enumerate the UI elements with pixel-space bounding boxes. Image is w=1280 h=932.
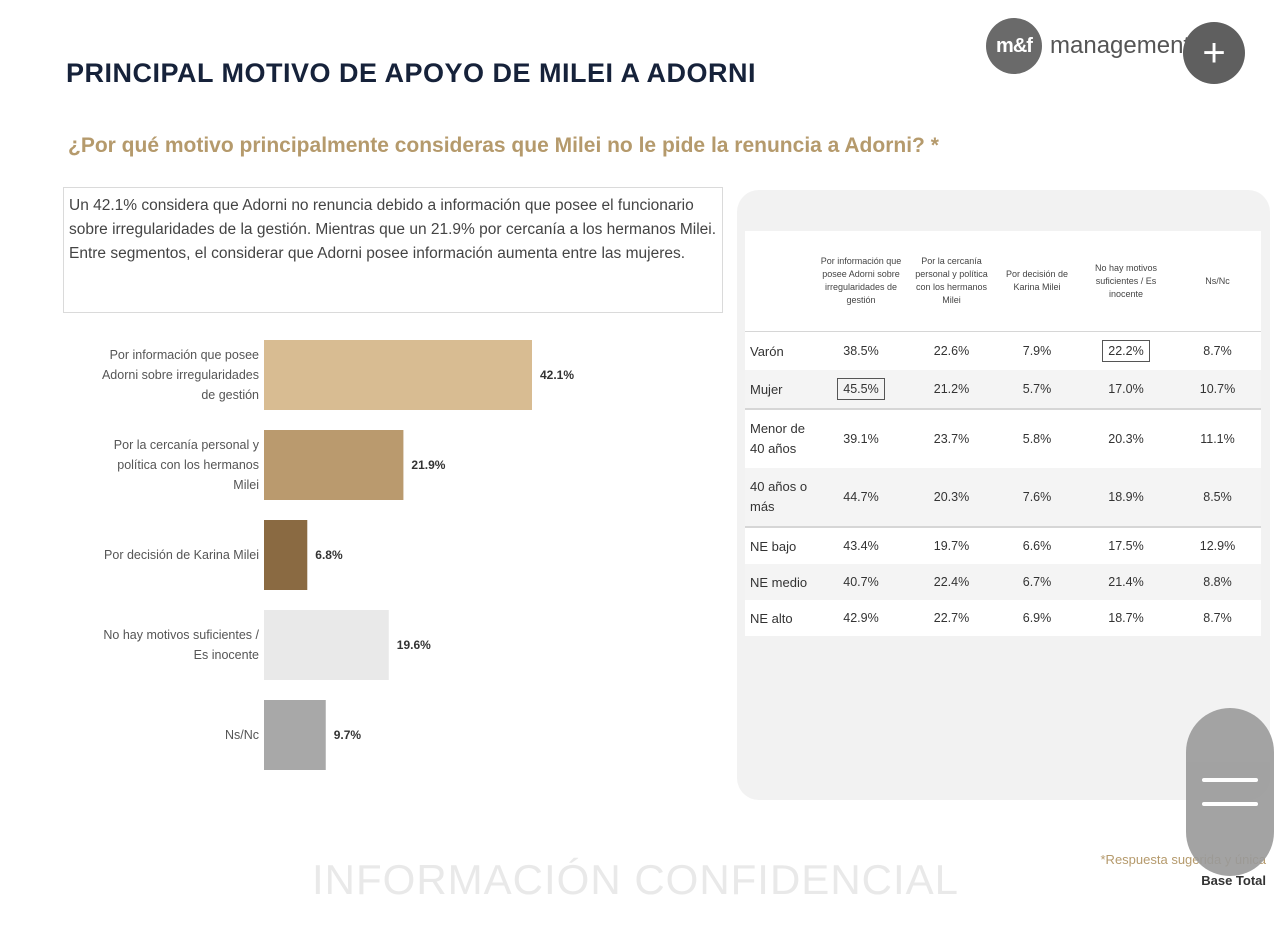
table-cell: 6.7%	[996, 564, 1078, 600]
row-label: NE medio	[745, 564, 815, 600]
bar-value-label: 42.1%	[540, 368, 574, 382]
table-cell: 22.6%	[907, 331, 996, 370]
table-cell: 12.9%	[1174, 526, 1261, 564]
row-label: Varón	[745, 331, 815, 370]
table-cell: 8.7%	[1174, 331, 1261, 370]
table-cell: 18.7%	[1108, 611, 1144, 625]
bar-value-label: 19.6%	[397, 638, 431, 652]
bar-4	[264, 700, 326, 770]
table-cell: 38.5%	[815, 331, 907, 370]
table-cell: 39.1%	[815, 408, 907, 468]
bar-2	[264, 520, 308, 590]
table-cell: 42.9%	[843, 611, 879, 625]
footnote-base: Base Total	[1201, 873, 1266, 888]
table-cell: 20.3%	[907, 468, 996, 527]
table-row: 40 años o más 44.7% 20.3% 7.6% 18.9% 8.5…	[745, 468, 1261, 527]
table-cell: 22.2%	[1078, 331, 1174, 370]
table-row: NE bajo 43.4% 19.7% 6.6% 17.5% 12.9%	[745, 526, 1261, 564]
row-label: NE bajo	[745, 526, 815, 564]
menu-icon-line	[1202, 778, 1258, 782]
table-header-karina: Por decisión de Karina Milei	[1005, 269, 1069, 292]
survey-question: ¿Por qué motivo principalmente considera…	[68, 134, 939, 157]
table-header-cercania: Por la cercanía personal y política con …	[915, 256, 988, 305]
bar-value-label: 6.8%	[315, 548, 343, 562]
row-label: Menor de 40 años	[745, 408, 815, 468]
table-cell: 5.7%	[996, 370, 1078, 409]
bar-chart: 42.1% Por información que posee Adorni sob…	[102, 340, 574, 770]
add-button[interactable]: +	[1183, 22, 1245, 84]
table-cell: 44.7%	[815, 468, 907, 527]
category-label: Por la cercanía personal y política con l…	[114, 438, 260, 492]
logo-badge: m&f	[986, 18, 1042, 74]
table-cell: 11.1%	[1174, 408, 1261, 468]
table-cell: 18.9%	[1078, 468, 1174, 527]
table-cell: 17.0%	[1078, 370, 1174, 409]
table-cell: 8.5%	[1174, 468, 1261, 527]
table-cell: 40.7%	[815, 564, 907, 600]
table-cell: 17.5%	[1078, 526, 1174, 564]
bar-0	[264, 340, 532, 410]
category-label: Por información que posee Adorni sobre ir…	[102, 348, 259, 402]
table-cell: 6.6%	[996, 526, 1078, 564]
bar-3	[264, 610, 389, 680]
highlighted-cell: 45.5%	[837, 378, 885, 400]
table-cell: 45.5%	[815, 370, 907, 409]
category-label: No hay motivos suficientes / Es inocente	[103, 628, 259, 662]
table-cell: 21.4%	[1078, 564, 1174, 600]
table-row: NE alto 42.9% 22.7% 6.9% 18.7% 8.7%	[745, 600, 1261, 636]
segment-table: Por información que posee Adorni sobre i…	[745, 231, 1261, 636]
summary-text-1: Un 42.1% considera que Adorni no renunci…	[69, 197, 717, 238]
table-header-nsnc: Ns/Nc	[1205, 275, 1230, 286]
table-cell: 22.4%	[907, 564, 996, 600]
table-cell: 7.9%	[996, 331, 1078, 370]
table-cell: 19.7%	[907, 526, 996, 564]
highlighted-cell: 22.2%	[1102, 340, 1150, 362]
menu-button[interactable]	[1186, 708, 1274, 876]
summary-text-2: Entre segmentos, el considerar que Adorn…	[69, 245, 686, 262]
summary-box: Un 42.1% considera que Adorni no renunci…	[63, 187, 723, 313]
table-cell: 43.4%	[815, 526, 907, 564]
confidential-watermark: INFORMACIÓN CONFIDENCIAL	[312, 856, 960, 903]
table-row: Menor de 40 años 39.1% 23.7% 5.8% 20.3% …	[745, 408, 1261, 468]
table-row: NE medio 40.7% 22.4% 6.7% 21.4% 8.8%	[745, 564, 1261, 600]
row-label: 40 años o más	[745, 468, 815, 527]
table-header-corner	[745, 231, 815, 332]
table-header-row: Por información que posee Adorni sobre i…	[745, 231, 1261, 332]
table-cell: 6.9%	[1022, 611, 1052, 625]
table-cell: 10.7%	[1174, 370, 1261, 409]
bar-1	[264, 430, 404, 500]
table-cell: 23.7%	[907, 408, 996, 468]
bar-value-label: 9.7%	[334, 728, 362, 742]
table-row: Mujer 45.5% 21.2% 5.7% 17.0% 10.7%	[745, 370, 1261, 409]
category-label: Por decisión de Karina Milei	[104, 548, 259, 562]
table-header-informacion: Por información que posee Adorni sobre i…	[820, 256, 902, 305]
bar-value-label: 21.9%	[411, 458, 445, 472]
table-cell: 8.8%	[1174, 564, 1261, 600]
table-cell: 22.7%	[933, 611, 970, 625]
table-header-no-motivos: No hay motivos suficientes / Es inocente	[1094, 262, 1158, 299]
row-label: NE alto	[750, 610, 793, 626]
category-label: Ns/Nc	[225, 728, 259, 742]
row-label: Mujer	[745, 370, 815, 409]
table-cell: 21.2%	[907, 370, 996, 409]
table-cell: 7.6%	[996, 468, 1078, 527]
table-row: Varón 38.5% 22.6% 7.9% 22.2% 8.7%	[745, 331, 1261, 370]
table-cell: 8.7%	[1203, 611, 1232, 625]
table-cell: 20.3%	[1078, 408, 1174, 468]
page-title: PRINCIPAL MOTIVO DE APOYO DE MILEI A ADO…	[66, 58, 757, 88]
table-cell: 5.8%	[996, 408, 1078, 468]
menu-icon-line	[1202, 802, 1258, 806]
